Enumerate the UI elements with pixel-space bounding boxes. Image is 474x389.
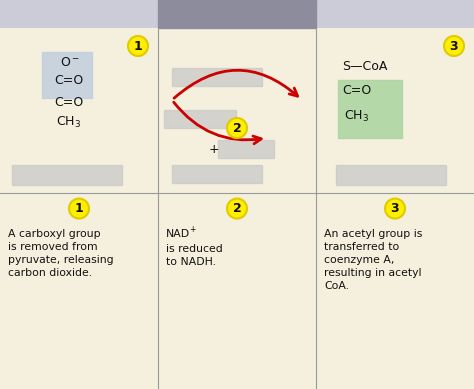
Bar	[12, 165, 122, 184]
Bar	[316, 28, 474, 193]
Circle shape	[69, 198, 89, 219]
Text: CH$_3$: CH$_3$	[344, 109, 369, 124]
Circle shape	[385, 198, 405, 219]
Circle shape	[227, 198, 247, 219]
Bar	[172, 68, 262, 86]
Text: is reduced
to NADH.: is reduced to NADH.	[166, 244, 223, 267]
Text: A carboxyl group
is removed from
pyruvate, releasing
carbon dioxide.: A carboxyl group is removed from pyruvat…	[8, 229, 114, 278]
Text: 1: 1	[74, 202, 83, 215]
Text: 3: 3	[450, 40, 458, 53]
Text: 2: 2	[233, 202, 241, 215]
Circle shape	[444, 36, 464, 56]
Bar	[0, 28, 158, 193]
Text: C=O: C=O	[342, 84, 371, 96]
Bar	[158, 28, 316, 193]
Text: 1: 1	[134, 40, 142, 53]
Circle shape	[227, 118, 247, 138]
Text: +: +	[209, 142, 219, 156]
Bar	[218, 140, 274, 158]
FancyArrowPatch shape	[174, 70, 298, 98]
Text: CH$_3$: CH$_3$	[56, 114, 81, 130]
Text: S—CoA: S—CoA	[342, 60, 387, 72]
Bar	[158, 0, 316, 28]
Bar	[172, 165, 262, 183]
Bar	[338, 80, 402, 138]
Bar	[42, 52, 92, 98]
Bar	[0, 193, 158, 389]
Text: +: +	[189, 224, 195, 233]
Bar	[336, 165, 446, 184]
Bar	[0, 0, 474, 28]
Bar	[164, 110, 236, 128]
FancyArrowPatch shape	[173, 102, 261, 144]
Bar	[158, 193, 316, 389]
Text: C=O: C=O	[54, 96, 83, 109]
Text: An acetyl group is
transferred to
coenzyme A,
resulting in acetyl
CoA.: An acetyl group is transferred to coenzy…	[324, 229, 422, 291]
Text: 3: 3	[391, 202, 399, 215]
Text: C=O: C=O	[54, 74, 83, 86]
Text: NAD: NAD	[166, 229, 190, 238]
Bar	[316, 193, 474, 389]
Circle shape	[128, 36, 148, 56]
Text: O$^-$: O$^-$	[60, 56, 80, 68]
Text: 2: 2	[233, 121, 241, 135]
